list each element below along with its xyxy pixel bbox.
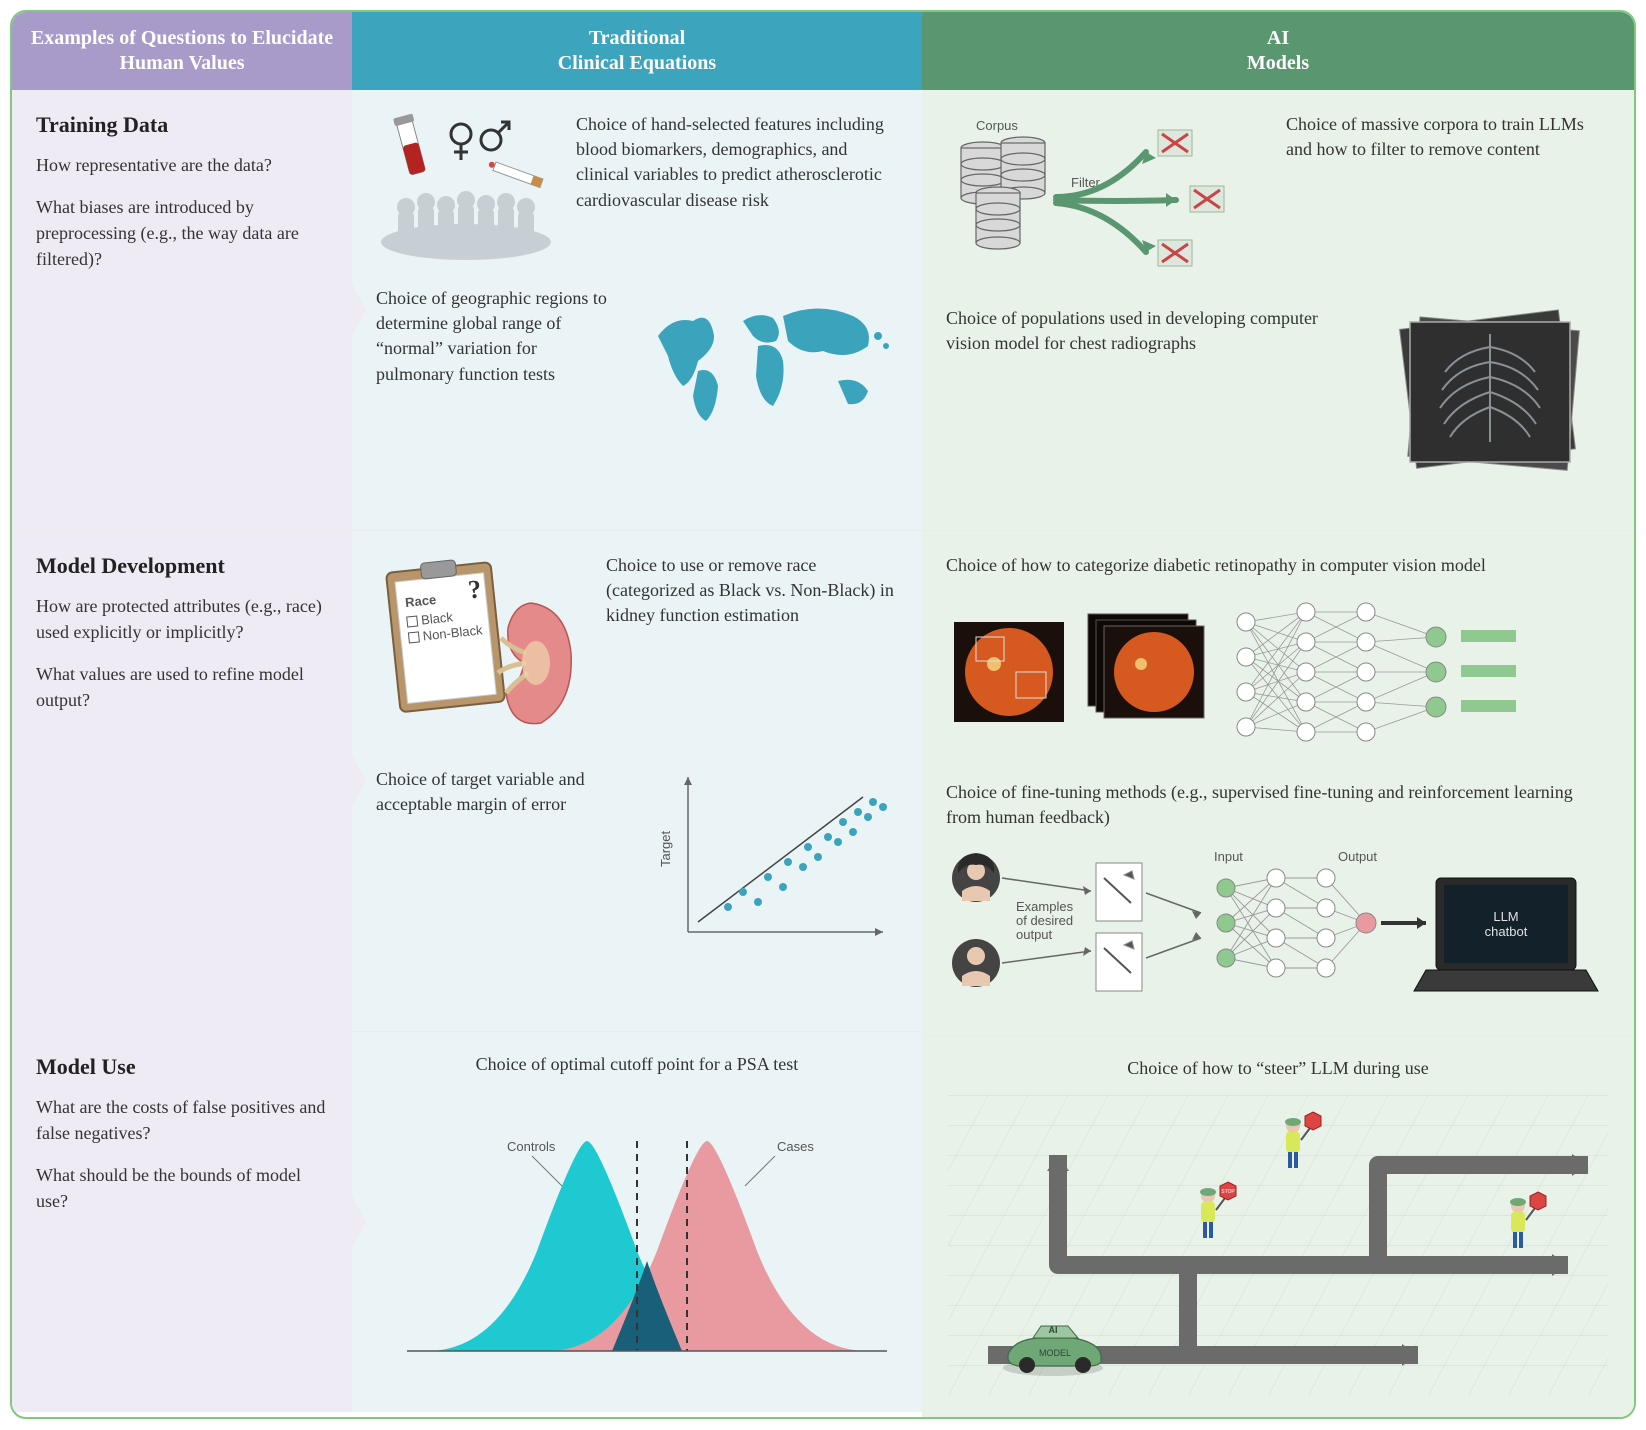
arrow-notch-icon — [352, 755, 366, 807]
traditional-text: Choice of target variable and acceptable… — [376, 767, 638, 817]
cell-a-use: Choice of how to “steer” LLM during use — [922, 1036, 1634, 1417]
retinopathy-nn-icon — [946, 592, 1586, 762]
svg-text:Controls: Controls — [507, 1139, 556, 1154]
arrow-notch-icon — [352, 1196, 366, 1248]
row-title: Model Use — [36, 1054, 328, 1080]
clipboard-kidney-icon: Race ? Black Non-Black — [376, 553, 586, 743]
column-questions: Examples of Questions to Elucidate Human… — [12, 12, 352, 1417]
fine-tuning-icon: Examplesof desiredoutput Input Output — [946, 843, 1606, 1013]
psa-title: Choice of optimal cutoff point for a PSA… — [376, 1054, 898, 1075]
cell-a-development: Choice of how to categorize diabetic ret… — [922, 531, 1634, 1035]
cell-q-development: Model Development How are protected attr… — [12, 531, 352, 1031]
traditional-text: Choice of hand-selected features includi… — [576, 112, 898, 213]
svg-text:Target: Target — [658, 830, 673, 867]
cell-q-use: Model Use What are the costs of false po… — [12, 1032, 352, 1412]
svg-text:Corpus: Corpus — [976, 118, 1018, 133]
psa-distribution-chart: Controls Cases — [377, 1091, 897, 1371]
corpus-filter-icon: Corpus Filter — [946, 112, 1266, 282]
cell-t-use: Choice of optimal cutoff point for a PSA… — [352, 1032, 922, 1412]
question-text: What biases are introduced by preprocess… — [36, 194, 328, 272]
steer-title: Choice of how to “steer” LLM during use — [946, 1058, 1610, 1079]
svg-text:Examplesof desiredoutput: Examplesof desiredoutput — [1016, 899, 1074, 942]
svg-text:MODEL: MODEL — [1039, 1348, 1071, 1358]
header-questions: Examples of Questions to Elucidate Human… — [12, 12, 352, 90]
question-text: What values are used to refine model out… — [36, 661, 328, 713]
column-ai: AI Models Corpus Filter — [922, 12, 1634, 1417]
column-traditional: Traditional Clinical Equations — [352, 12, 922, 1417]
chest-xray-icon — [1380, 306, 1610, 486]
ai-text: Choice of fine-tuning methods (e.g., sup… — [946, 780, 1610, 830]
question-text: How are protected attributes (e.g., race… — [36, 593, 328, 645]
scatter-plot-icon: Target — [658, 767, 898, 957]
cell-t-development: Race ? Black Non-Black Choice to — [352, 531, 922, 1031]
header-traditional: Traditional Clinical Equations — [352, 12, 922, 90]
biomarkers-icon — [376, 112, 556, 262]
ai-text: Choice of how to categorize diabetic ret… — [946, 553, 1610, 578]
header-ai: AI Models — [922, 12, 1634, 90]
traditional-text: Choice to use or remove race (categorize… — [606, 553, 898, 629]
svg-text:Output: Output — [1338, 849, 1377, 864]
cell-t-training: Choice of hand-selected features includi… — [352, 90, 922, 530]
arrow-notch-icon — [352, 284, 366, 336]
svg-text:Cases: Cases — [777, 1139, 814, 1154]
svg-text:AI: AI — [1049, 1325, 1058, 1335]
svg-text:Input: Input — [1214, 849, 1243, 864]
ai-text: Choice of populations used in developing… — [946, 306, 1360, 356]
traditional-text: Choice of geographic regions to determin… — [376, 286, 618, 387]
ai-text: Choice of massive corpora to train LLMs … — [1286, 112, 1610, 162]
cell-a-training: Corpus Filter — [922, 90, 1634, 530]
row-title: Model Development — [36, 553, 328, 579]
svg-text:STOP: STOP — [1221, 1189, 1235, 1195]
comparison-table: Examples of Questions to Elucidate Human… — [10, 10, 1636, 1419]
steer-llm-icon: AI MODEL STOP — [948, 1095, 1608, 1395]
question-text: How representative are the data? — [36, 152, 328, 178]
question-text: What are the costs of false positives an… — [36, 1094, 328, 1146]
question-text: What should be the bounds of model use? — [36, 1162, 328, 1214]
world-map-icon — [638, 286, 898, 436]
cell-q-training: Training Data How representative are the… — [12, 90, 352, 530]
row-title: Training Data — [36, 112, 328, 138]
